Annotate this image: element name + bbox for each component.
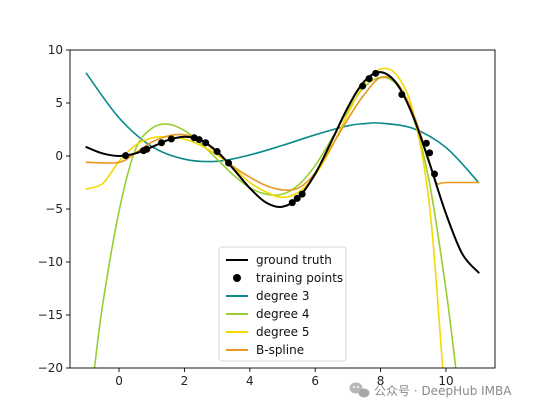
legend: ground truth training points degree 3 de… — [218, 246, 347, 362]
y-tick-label: 5 — [55, 96, 63, 110]
x-tick-label: 2 — [181, 374, 189, 388]
series-line-degree-5 — [85, 67, 444, 368]
training-point — [431, 170, 439, 178]
legend-label-training-points: training points — [256, 271, 343, 285]
tick-layer: 0 2 4 6 8 10 −20 −15 −10 −5 0 5 10 — [38, 43, 454, 388]
series-line-ground-truth — [85, 71, 480, 274]
legend-swatch-training-points — [233, 274, 241, 282]
training-point — [143, 145, 151, 153]
training-point — [122, 152, 130, 160]
training-point — [422, 139, 430, 147]
legend-label-degree-3: degree 3 — [256, 289, 310, 303]
y-tick-label: −5 — [45, 202, 63, 216]
series-line-degree-3 — [85, 72, 480, 184]
legend-label-degree-4: degree 4 — [256, 307, 310, 321]
legend-label-b-spline: B-spline — [256, 343, 304, 357]
x-tick-label: 0 — [115, 374, 123, 388]
training-point — [202, 139, 210, 147]
training-point — [398, 91, 406, 99]
y-tick-label: −10 — [38, 255, 63, 269]
legend-label-ground-truth: ground truth — [256, 253, 332, 267]
training-point — [167, 135, 175, 143]
training-point — [372, 69, 380, 77]
training-point — [293, 194, 301, 202]
y-tick-label: −20 — [38, 361, 63, 375]
training-point — [225, 159, 233, 167]
series-line-b-spline — [85, 75, 480, 191]
training-point — [426, 149, 434, 157]
x-tick-label: 8 — [377, 374, 385, 388]
series-training-points — [122, 69, 439, 207]
legend-box — [218, 246, 347, 362]
legend-label-degree-5: degree 5 — [256, 325, 310, 339]
series-layer — [85, 67, 480, 368]
training-point — [359, 82, 367, 90]
y-tick-label: 0 — [55, 149, 63, 163]
x-tick-label: 4 — [246, 374, 254, 388]
training-point — [288, 199, 296, 207]
training-point — [195, 136, 203, 144]
x-tick-label: 10 — [438, 374, 453, 388]
wechat-icon — [349, 382, 370, 398]
y-tick-label: 10 — [48, 43, 63, 57]
training-point — [298, 190, 306, 198]
training-point — [213, 148, 221, 156]
x-tick-label: 6 — [311, 374, 319, 388]
watermark: 公众号 · DeepHub IMBA — [349, 382, 512, 398]
training-point — [158, 139, 166, 147]
y-tick-label: −15 — [38, 308, 63, 322]
watermark-text: 公众号 · DeepHub IMBA — [374, 384, 512, 398]
training-point — [365, 75, 373, 83]
